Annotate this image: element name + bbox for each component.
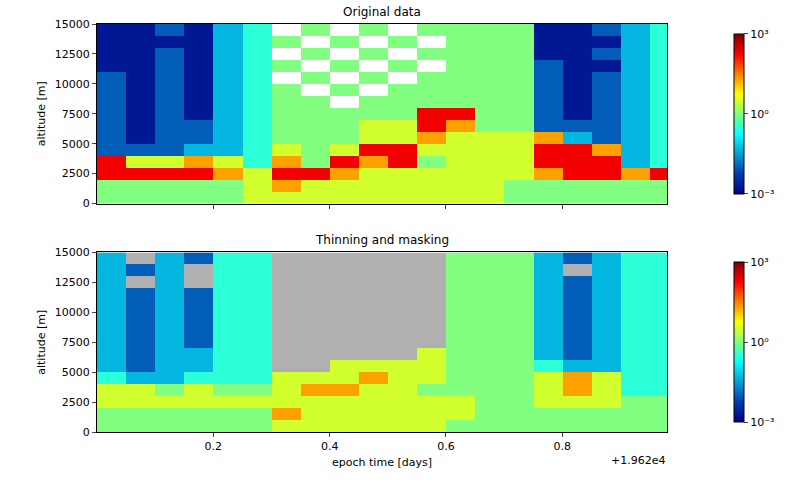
svg-text:10⁰: 10⁰ [750, 336, 769, 349]
svg-text:altitude [m]: altitude [m] [35, 310, 48, 375]
svg-text:+1.962e4: +1.962e4 [611, 454, 665, 467]
svg-text:15000: 15000 [55, 18, 90, 31]
svg-text:10³: 10³ [750, 256, 768, 269]
svg-text:12500: 12500 [55, 276, 90, 289]
svg-text:10000: 10000 [55, 306, 90, 319]
svg-text:10⁻³: 10⁻³ [750, 416, 774, 429]
svg-text:Original data: Original data [343, 5, 421, 19]
svg-text:0.6: 0.6 [437, 440, 455, 453]
svg-text:10³: 10³ [750, 28, 768, 41]
svg-text:0: 0 [83, 426, 90, 439]
svg-text:10⁻³: 10⁻³ [750, 188, 774, 201]
svg-text:5000: 5000 [62, 366, 90, 379]
svg-text:epoch time [days]: epoch time [days] [332, 456, 432, 469]
svg-text:10⁰: 10⁰ [750, 108, 769, 121]
svg-text:15000: 15000 [55, 246, 90, 259]
svg-text:Thinning and masking: Thinning and masking [315, 233, 449, 247]
svg-text:7500: 7500 [62, 108, 90, 121]
svg-text:0.8: 0.8 [554, 440, 572, 453]
svg-text:2500: 2500 [62, 396, 90, 409]
svg-text:0.2: 0.2 [205, 440, 223, 453]
svg-text:10000: 10000 [55, 78, 90, 91]
svg-text:2500: 2500 [62, 167, 90, 180]
svg-text:12500: 12500 [55, 48, 90, 61]
svg-text:0.4: 0.4 [321, 440, 339, 453]
svg-text:0: 0 [83, 197, 90, 210]
svg-text:5000: 5000 [62, 138, 90, 151]
svg-text:7500: 7500 [62, 336, 90, 349]
svg-text:altitude [m]: altitude [m] [35, 81, 48, 146]
